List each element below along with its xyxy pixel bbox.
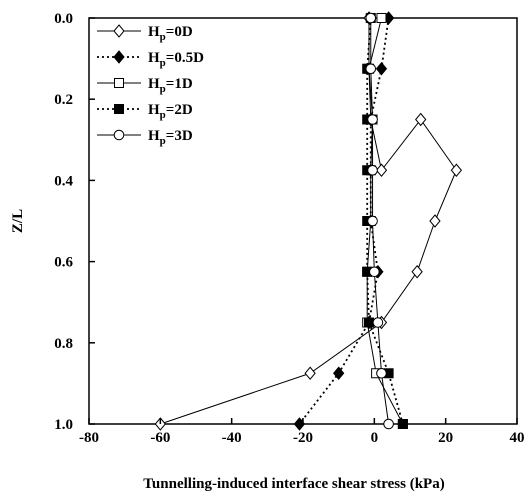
x-tick-label: 40 <box>510 430 525 446</box>
legend-marker <box>114 78 124 88</box>
x-tick-label: -60 <box>150 430 170 446</box>
data-point <box>383 418 394 430</box>
axes-layer: -80 -60 -40 -20 0 20 40 0.0 0.2 0.4 0.6 0.8 1.0 <box>54 11 524 446</box>
legend-item: Hp=0.5D <box>97 50 204 69</box>
y-tick-label: 1.0 <box>54 417 73 433</box>
data-point <box>367 114 378 125</box>
legend-item: Hp=2D <box>97 102 193 121</box>
legend-marker <box>114 104 124 114</box>
data-point <box>375 61 388 76</box>
legend: Hp=0D Hp=0.5D Hp=1D Hp=2D Hp=3D <box>97 24 204 147</box>
legend-label: Hp=2D <box>148 102 193 121</box>
y-tick-label: 0.6 <box>54 255 73 271</box>
x-tick-label: -20 <box>293 430 313 446</box>
series-line <box>366 17 404 425</box>
series-2 <box>293 11 395 431</box>
legend-marker <box>113 24 125 38</box>
legend-item: Hp=0D <box>97 24 193 43</box>
data-point <box>415 112 427 127</box>
x-tick-label: -40 <box>222 430 242 446</box>
data-point <box>397 419 408 429</box>
y-tick-label: 0.0 <box>54 11 73 27</box>
series-5 <box>365 12 394 430</box>
data-point <box>363 317 374 328</box>
x-axis-title: Tunnelling-induced interface shear stres… <box>143 476 444 492</box>
data-point <box>375 163 388 178</box>
data-point <box>304 366 316 381</box>
data-point <box>365 12 377 24</box>
data-point <box>376 13 387 23</box>
legend-marker <box>113 50 125 64</box>
data-point <box>369 266 380 278</box>
legend-label: Hp=1D <box>148 76 193 95</box>
data-point <box>372 317 384 328</box>
legend-item: Hp=1D <box>97 76 193 95</box>
legend-item: Hp=3D <box>97 128 193 147</box>
data-point <box>367 164 378 176</box>
data-point <box>450 163 463 178</box>
data-point <box>411 264 423 279</box>
data-point <box>365 63 377 75</box>
series-1 <box>154 11 463 431</box>
legend-marker <box>113 129 125 141</box>
x-tick-label: 0 <box>371 430 379 446</box>
data-point <box>376 367 387 379</box>
series-layer <box>154 11 463 431</box>
legend-label: Hp=0.5D <box>148 50 204 69</box>
y-tick-label: 0.8 <box>54 336 73 352</box>
series-line <box>160 18 457 425</box>
x-tick-label: -80 <box>79 430 99 446</box>
legend-label: Hp=0D <box>148 24 193 43</box>
x-tick-label: 20 <box>438 430 453 446</box>
series-line <box>298 17 390 425</box>
data-point <box>367 215 378 227</box>
data-point <box>429 214 441 228</box>
data-point <box>333 366 345 381</box>
legend-label: Hp=3D <box>148 128 193 147</box>
y-tick-label: 0.2 <box>54 92 73 108</box>
y-axis-title: Z/L <box>10 209 26 233</box>
y-tick-label: 0.4 <box>54 173 73 189</box>
